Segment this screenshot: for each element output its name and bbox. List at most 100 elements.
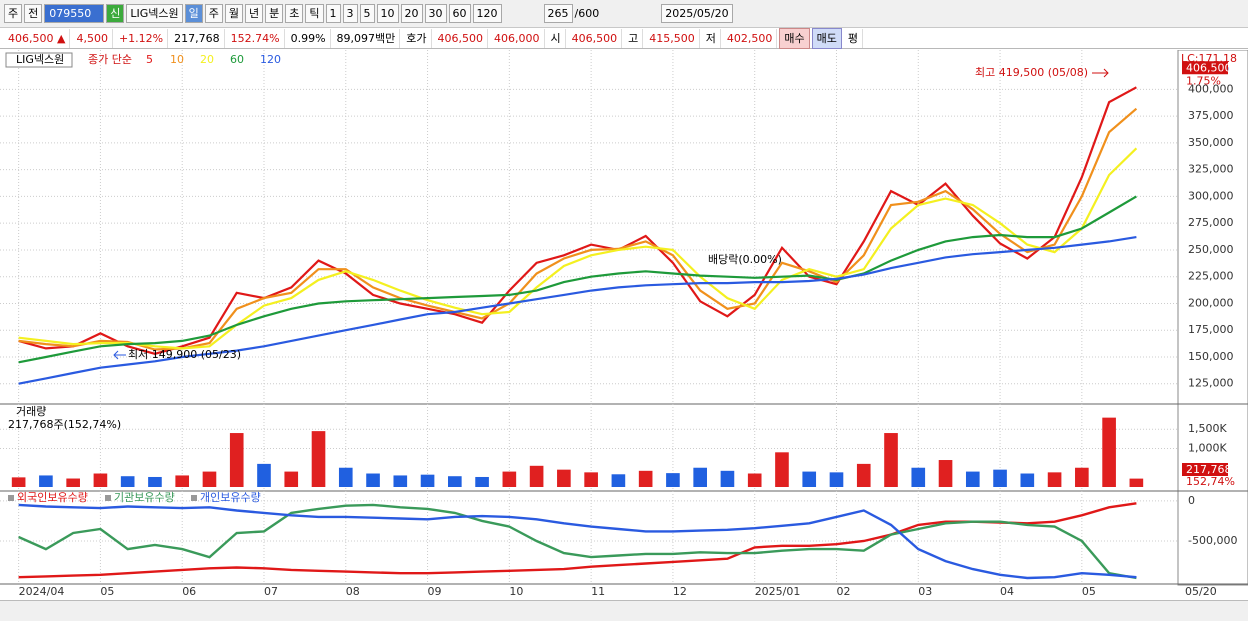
x-tick-label: 07 xyxy=(264,585,278,598)
volume-bar xyxy=(39,475,53,487)
legend-entry: 60 xyxy=(230,53,244,66)
interval[interactable]: 주 xyxy=(204,4,223,23)
interval[interactable]: 분 xyxy=(265,4,284,23)
legend-entry: 10 xyxy=(170,53,184,66)
series-line xyxy=(18,236,1137,385)
volume-bar xyxy=(693,467,707,487)
info-high-label: 고 xyxy=(624,28,644,48)
last-price: 406,500 xyxy=(1186,61,1232,74)
badge[interactable]: 신 xyxy=(106,4,125,23)
right-axis xyxy=(1177,50,1248,586)
interval[interactable]: 틱 xyxy=(305,4,324,23)
volume-bar xyxy=(420,474,435,487)
volume-bar xyxy=(1075,467,1089,487)
info-ask: 406,500 xyxy=(434,28,489,48)
info-sell[interactable]: 매도 xyxy=(811,27,842,49)
legend-entry: 개인보유수량 xyxy=(200,491,261,504)
volume-bar xyxy=(1129,478,1144,487)
volume-bar xyxy=(938,460,953,487)
info-change: 4,500 xyxy=(72,28,113,48)
info-price: 406,500 ▲ xyxy=(4,28,71,48)
code[interactable]: 079550 xyxy=(44,4,105,23)
y-tick-label: 225,000 xyxy=(1188,270,1234,283)
legend-entry: 120 xyxy=(260,53,281,66)
volume-bar xyxy=(557,469,571,487)
info-change-pct: +1.12% xyxy=(115,28,169,48)
volume-bar xyxy=(1047,472,1062,487)
x-tick-label: 04 xyxy=(1000,585,1014,598)
interval[interactable]: 초 xyxy=(285,4,304,23)
y-tick-label: 300,000 xyxy=(1188,189,1234,202)
annotation-high: 최고 419,500 (05/08) xyxy=(975,66,1088,79)
volume-bar xyxy=(202,471,217,487)
info-buy[interactable]: 매수 xyxy=(779,27,810,49)
info-avg[interactable]: 평 xyxy=(844,28,864,48)
legend-swatch xyxy=(191,495,197,501)
annotation-low: 최저 149,900 (05/23) xyxy=(128,348,241,361)
y-tick-label: -500,000 xyxy=(1188,534,1237,547)
volume-pct: 152,74% xyxy=(1186,475,1235,488)
volume-bar xyxy=(611,474,626,487)
x-tick-label: 06 xyxy=(182,585,196,598)
series-line xyxy=(18,503,1137,580)
minute[interactable]: 30 xyxy=(424,4,447,23)
x-tick-label: 2024/04 xyxy=(19,585,65,598)
info-quote-label: 호가 xyxy=(402,28,432,48)
x-tick-label: 2025/01 xyxy=(755,585,801,598)
x-tick-label: 09 xyxy=(428,585,442,598)
minute[interactable]: 20 xyxy=(400,4,423,23)
interval[interactable]: 일 xyxy=(184,4,203,23)
y-tick-label: 350,000 xyxy=(1188,136,1234,149)
info-bar: 406,500 ▲ 4,500 +1.12% 217,768 152.74% 0.99% 8… xyxy=(0,27,1248,49)
x-tick-label: 11 xyxy=(591,585,605,598)
volume-bar xyxy=(993,469,1007,487)
y-tick-label: 1,000K xyxy=(1188,441,1227,454)
legend-entry: 20 xyxy=(200,53,214,66)
count-max: /600 xyxy=(574,7,600,20)
volume-bar xyxy=(720,470,735,487)
y-tick-label: 200,000 xyxy=(1188,296,1234,309)
minute[interactable]: 1 xyxy=(325,4,341,23)
period[interactable]: 주 xyxy=(4,4,23,23)
interval[interactable]: 년 xyxy=(245,4,264,23)
stock-name[interactable]: LIG넥스원 xyxy=(126,4,183,23)
y-tick-label: 1,500K xyxy=(1188,422,1227,435)
minute[interactable]: 60 xyxy=(448,4,471,23)
minute[interactable]: 120 xyxy=(472,4,502,23)
volume-bar xyxy=(502,471,517,487)
count[interactable]: 265 xyxy=(543,4,573,23)
last-pct: 1.75% xyxy=(1186,74,1221,87)
minute[interactable]: 3 xyxy=(342,4,358,23)
interval[interactable]: 월 xyxy=(224,4,244,23)
volume-last: 217,768 xyxy=(1186,463,1232,476)
prev[interactable]: 전 xyxy=(24,4,43,23)
info-open-label: 시 xyxy=(547,28,566,48)
volume-bar xyxy=(584,472,598,487)
arrow xyxy=(113,350,126,360)
volume-subtitle: 217,768주(152,74%) xyxy=(8,418,121,431)
y-tick-label: 175,000 xyxy=(1188,323,1234,336)
minute[interactable]: 5 xyxy=(359,4,375,23)
x-tick-label: 10 xyxy=(509,585,523,598)
volume-bar xyxy=(257,463,271,487)
volume-bar xyxy=(529,465,544,487)
volume-bar xyxy=(1102,417,1116,487)
legend-method: 종가 단순 xyxy=(88,53,132,66)
info-turnover: 0.99% xyxy=(287,28,331,48)
volume-bar xyxy=(856,463,871,487)
volume-bar xyxy=(775,452,789,487)
series-line xyxy=(18,147,1138,350)
series-line xyxy=(18,195,1137,364)
info-volume-ratio: 152.74% xyxy=(227,28,285,48)
volume-bar xyxy=(11,477,26,487)
volume-bar xyxy=(311,431,326,487)
minute[interactable]: 10 xyxy=(376,4,399,23)
y-tick-label: 150,000 xyxy=(1188,350,1234,363)
y-tick-label: 325,000 xyxy=(1188,163,1234,176)
volume-bar xyxy=(393,475,408,487)
y-tick-label: 250,000 xyxy=(1188,243,1234,256)
scrollbar[interactable] xyxy=(0,600,1248,621)
y-tick-label: 275,000 xyxy=(1188,216,1234,229)
volume-bar xyxy=(66,478,80,487)
date[interactable]: 2025/05/20 xyxy=(661,4,733,23)
